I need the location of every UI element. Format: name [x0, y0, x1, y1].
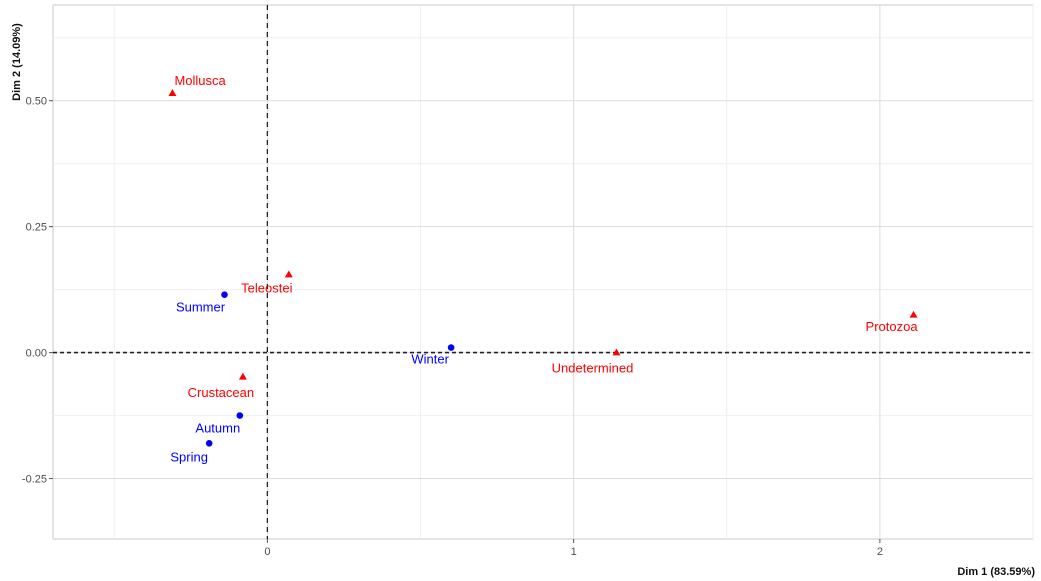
point-autumn [236, 412, 244, 419]
point-summer [221, 291, 228, 298]
point-teleostei [284, 270, 293, 278]
point-label-winter: Winter [411, 352, 449, 367]
y-tick-label: 0.50 [26, 96, 47, 108]
axis-ticks: 0 1 2 -0.25 0.00 0.25 0.50 [22, 96, 883, 558]
point-label-spring: Spring [170, 449, 208, 464]
point-mollusca [168, 89, 177, 96]
point-label-protozoa: Protozoa [866, 319, 919, 334]
x-axis-title: Dim 1 (83.59%) [957, 566, 1035, 578]
y-tick-label: 0.25 [26, 222, 47, 234]
point-labels: Summer Winter Autumn Spring Mollusca Teleoste… [170, 73, 918, 464]
point-spring [205, 439, 213, 447]
x-tick-label: 1 [571, 546, 577, 558]
point-protozoa [909, 310, 918, 318]
point-label-crustacean: Crustacean [188, 385, 254, 400]
point-label-teleostei: Teleostei [241, 281, 292, 296]
point-undetermined [612, 348, 621, 356]
point-crustacean [238, 372, 247, 380]
x-tick-label: 0 [264, 546, 270, 558]
y-axis-title: Dim 2 (14.09%) [11, 23, 23, 101]
y-tick-label: 0.00 [26, 348, 47, 360]
x-tick-label: 2 [877, 546, 883, 558]
point-winter [447, 344, 455, 351]
reference-lines [53, 5, 1033, 539]
y-tick-label: -0.25 [22, 474, 47, 486]
data-points [168, 89, 918, 447]
point-label-undetermined: Undetermined [552, 361, 634, 376]
point-label-summer: Summer [176, 300, 226, 315]
point-label-mollusca: Mollusca [174, 73, 226, 88]
point-label-autumn: Autumn [195, 421, 240, 436]
